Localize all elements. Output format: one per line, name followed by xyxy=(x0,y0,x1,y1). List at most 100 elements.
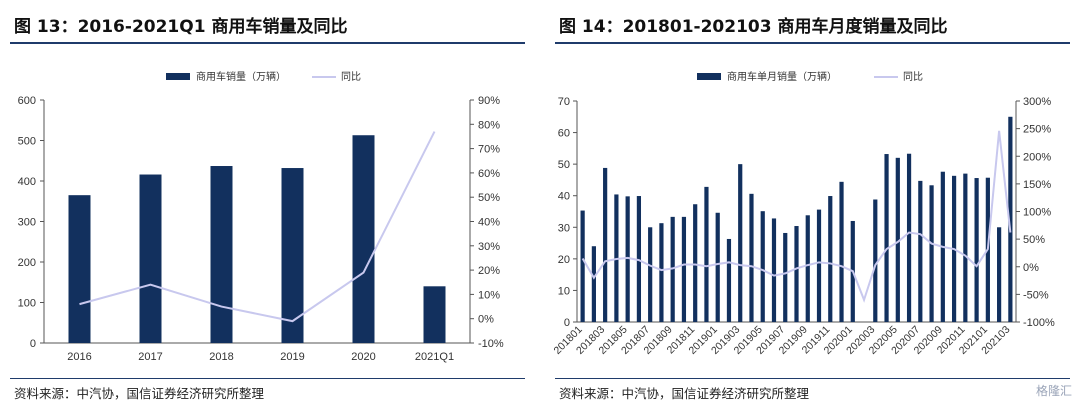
chart-1-yoy-line xyxy=(79,131,436,323)
left-tick-label: 300 xyxy=(18,217,36,229)
chart-2-bar xyxy=(828,196,833,322)
chart-2-bar xyxy=(929,185,934,322)
chart-2-bar xyxy=(625,196,630,322)
right-tick-label: 60% xyxy=(478,168,500,180)
left-tick-label: 20 xyxy=(558,254,570,266)
chart-2-bar xyxy=(805,215,810,322)
chart-1-bar xyxy=(68,195,91,343)
left-tick-label: 100 xyxy=(18,298,36,310)
chart-2-bar xyxy=(783,232,788,322)
right-tick-label: 50% xyxy=(478,192,500,204)
chart-1-bar xyxy=(352,135,375,343)
right-tick-label: 70% xyxy=(478,144,500,156)
left-tick-label: 400 xyxy=(18,176,36,188)
chart-1-legend: 商用车销量（万辆） 同比 xyxy=(166,70,361,83)
right-tick-label: 40% xyxy=(478,217,500,229)
x-tick-label: 2018 xyxy=(209,351,233,363)
right-tick-label: 90% xyxy=(478,95,500,107)
right-tick-label: -50% xyxy=(1023,289,1049,301)
left-tick-label: 30 xyxy=(558,222,570,234)
chart-2-plot: 商用车单月销量（万辆） 同比 0 10 20 30 40 50 60 70 -100% -50% 0% 5… xyxy=(551,70,1055,357)
chart-2-bar xyxy=(771,218,777,322)
chart-1-bar xyxy=(139,174,162,343)
chart-2-bar xyxy=(636,196,642,322)
legend-line-label: 同比 xyxy=(341,71,361,83)
left-tick-label: 0 xyxy=(564,317,570,329)
chart-2-bar xyxy=(839,181,844,322)
left-tick-label: 50 xyxy=(558,159,570,171)
chart-2-header: 图 14：201801-202103 商用车月度销量及同比 xyxy=(559,17,948,37)
left-tick-label: 200 xyxy=(18,257,36,269)
left-tick-label: 70 xyxy=(558,96,570,108)
chart-2-bar xyxy=(648,227,653,322)
chart-2-bar xyxy=(974,178,979,322)
chart-2-source: 资料来源：中汽协，国信证券经济研究所整理 xyxy=(559,386,810,401)
left-tick-label: 600 xyxy=(18,95,36,107)
x-tick-label: 2020 xyxy=(351,351,375,363)
right-tick-label: 20% xyxy=(478,265,500,277)
chart-2-bar xyxy=(906,153,912,322)
chart-2-bar xyxy=(794,226,799,322)
chart-1-top-rule xyxy=(10,42,525,44)
chart-1-bar xyxy=(423,286,446,343)
right-tick-label: 0% xyxy=(478,314,494,326)
chart-2-bar xyxy=(963,173,968,322)
chart-2-bar xyxy=(884,154,889,322)
chart-2-yoy-line xyxy=(581,130,1012,303)
chart-1-bar xyxy=(281,168,304,343)
chart-panel-2: 图 14：201801-202103 商用车月度销量及同比 商用车单月销量（万辆… xyxy=(545,0,1080,405)
chart-1-source: 资料来源：中汽协，国信证券经济研究所整理 xyxy=(14,386,265,401)
right-tick-label: -100% xyxy=(1023,317,1055,329)
legend-bar-label: 商用车销量（万辆） xyxy=(196,70,286,83)
legend-bar-swatch xyxy=(697,73,721,80)
chart-2-bar xyxy=(816,209,822,322)
left-tick-label: 10 xyxy=(558,285,570,297)
left-tick-label: 500 xyxy=(18,136,36,148)
chart-1-bar xyxy=(210,166,233,343)
left-tick-label: 60 xyxy=(558,128,570,140)
watermark-text: 格隆汇 xyxy=(1035,384,1072,398)
chart-2-bar xyxy=(670,216,675,322)
chart-2-bar xyxy=(997,227,1002,322)
chart-2-bar xyxy=(603,167,608,322)
chart-2-bar xyxy=(659,223,664,322)
chart-2-bar xyxy=(873,199,878,322)
right-tick-label: 80% xyxy=(478,119,500,131)
chart-2-bar xyxy=(895,157,900,322)
watermark-logo: 格隆汇 xyxy=(1036,382,1072,399)
chart-2-bottom-rule xyxy=(555,378,1070,379)
right-tick-label: 30% xyxy=(478,241,500,253)
chart-2-bar xyxy=(749,193,754,322)
right-tick-label: 100% xyxy=(1023,207,1051,219)
chart-2-legend: 商用车单月销量（万辆） 同比 xyxy=(697,70,923,83)
chart-2-bar xyxy=(760,211,765,322)
chart-2-bar xyxy=(693,204,698,322)
right-tick-label: 250% xyxy=(1023,124,1051,136)
right-tick-label: 10% xyxy=(478,289,500,301)
chart-2-bar xyxy=(918,180,923,322)
chart-2-bar xyxy=(580,210,585,322)
chart-2-top-rule xyxy=(555,42,1070,44)
chart-2-bar xyxy=(1008,116,1013,323)
legend-bar-swatch xyxy=(166,73,190,80)
right-tick-label: 0% xyxy=(1023,262,1039,274)
x-tick-label: 2021Q1 xyxy=(415,351,454,363)
chart-1-plot: 商用车销量（万辆） 同比 0 100 200 300 400 500 600 -10% 0% 10% 2… xyxy=(18,70,504,363)
chart-1-header: 图 13：2016-2021Q1 商用车销量及同比 xyxy=(14,17,348,37)
right-tick-label: 150% xyxy=(1023,179,1051,191)
chart-panel-1: 图 13：2016-2021Q1 商用车销量及同比 商用车销量（万辆） 同比 0 10… xyxy=(0,0,535,405)
x-tick-label: 2019 xyxy=(280,351,304,363)
legend-line-label: 同比 xyxy=(903,71,923,83)
right-tick-label: 50% xyxy=(1023,234,1045,246)
x-tick-label: 2016 xyxy=(67,351,91,363)
chart-2-bar xyxy=(681,216,687,322)
right-tick-label: -10% xyxy=(478,338,504,350)
x-tick-label: 2017 xyxy=(138,351,162,363)
right-tick-label: 300% xyxy=(1023,96,1051,108)
right-tick-label: 200% xyxy=(1023,151,1051,163)
chart-2-bar xyxy=(715,212,720,322)
left-tick-label: 0 xyxy=(30,338,36,350)
left-tick-label: 40 xyxy=(558,191,570,203)
chart-2-bar xyxy=(704,186,709,322)
chart-2-bar xyxy=(726,238,732,322)
